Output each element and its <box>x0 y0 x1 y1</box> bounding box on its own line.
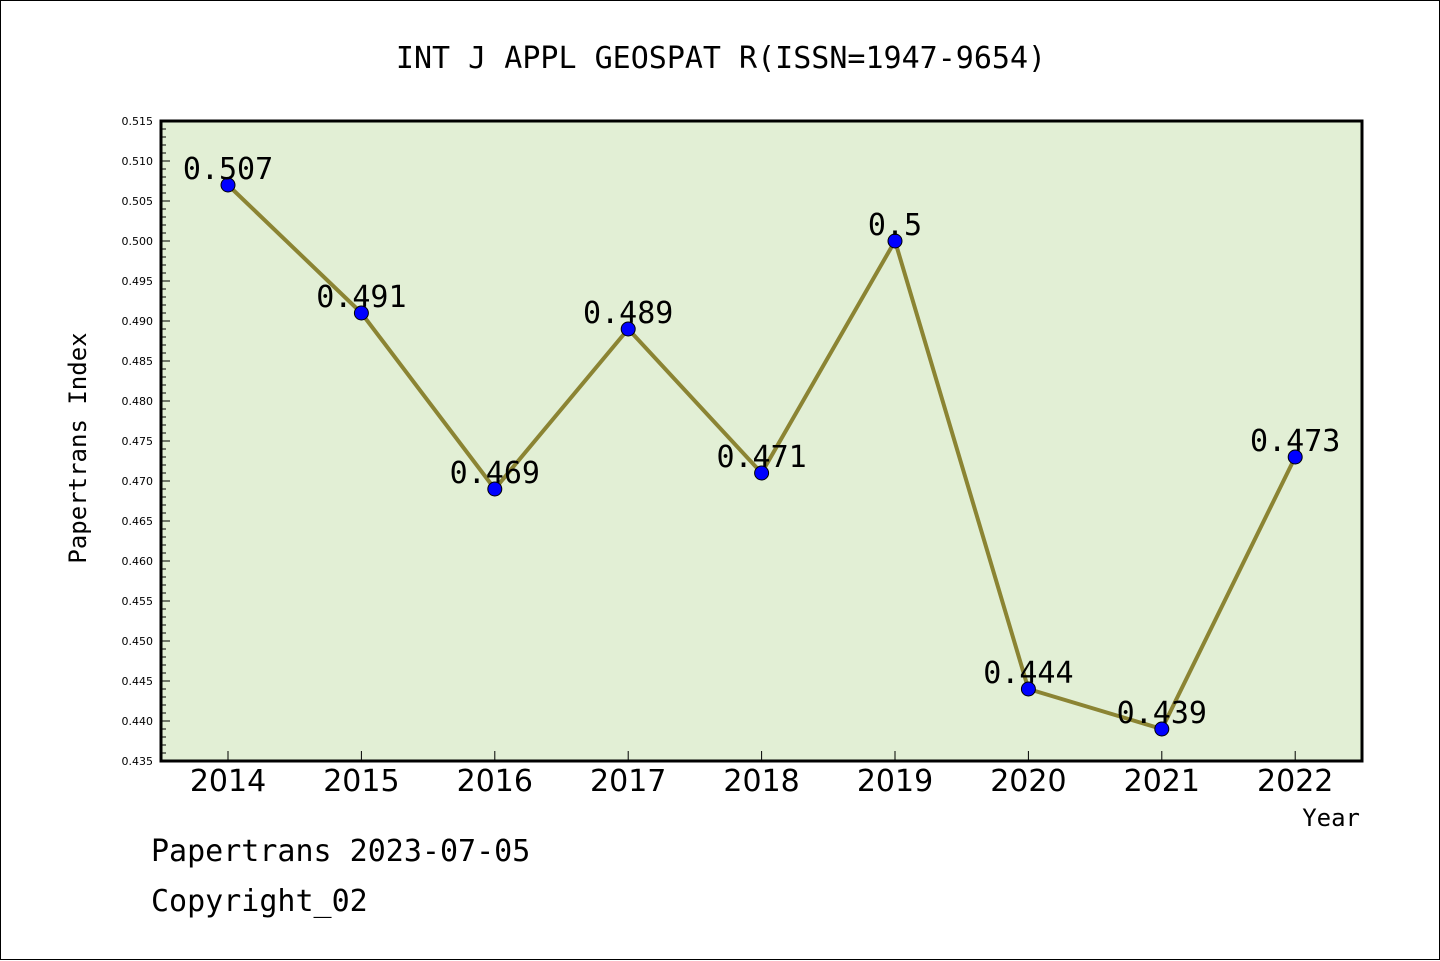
y-tick-label: 0.455 <box>122 595 154 608</box>
data-labels: 0.507 0.491 0.469 0.489 0.471 0.5 0.444 0.439 0.… <box>183 152 1341 731</box>
y-tick-label: 0.460 <box>122 555 154 568</box>
y-tick-label: 0.510 <box>122 155 154 168</box>
data-point <box>754 465 770 481</box>
y-tick-label: 0.485 <box>122 355 154 368</box>
series-layer <box>220 177 1303 737</box>
data-point <box>220 177 236 193</box>
data-label: 0.507 <box>183 152 273 187</box>
y-tick-label: 0.470 <box>122 475 154 488</box>
y-tick-label: 0.495 <box>122 275 154 288</box>
y-tick-label: 0.450 <box>122 635 154 648</box>
data-label: 0.473 <box>1250 424 1340 459</box>
x-tick-label: 2018 <box>723 764 799 799</box>
x-tick-label: 2016 <box>457 764 533 799</box>
chart-title: INT J APPL GEOSPAT R(ISSN=1947-9654) <box>396 41 1046 76</box>
y-axis: 0.435 0.440 0.445 0.450 0.455 0.460 0.465 0.470… <box>122 115 170 768</box>
x-tick-label: 2014 <box>190 764 266 799</box>
data-label: 0.444 <box>983 656 1073 691</box>
y-axis-title: Papertrans Index <box>64 332 92 563</box>
data-label: 0.491 <box>316 280 406 315</box>
data-point <box>353 305 369 321</box>
y-tick-label: 0.465 <box>122 515 154 528</box>
x-tick-label: 2022 <box>1257 764 1333 799</box>
x-tick-label: 2021 <box>1124 764 1200 799</box>
data-label: 0.469 <box>450 456 540 491</box>
y-tick-label: 0.505 <box>122 195 154 208</box>
x-tick-label: 2015 <box>323 764 399 799</box>
y-tick-label: 0.500 <box>122 235 154 248</box>
plot-area <box>161 121 1362 761</box>
data-label: 0.471 <box>716 440 806 475</box>
x-tick-label: 2017 <box>590 764 666 799</box>
footer-date: Papertrans 2023-07-05 <box>151 834 531 869</box>
data-point <box>487 481 503 497</box>
footer-copyright: Copyright_02 <box>151 884 368 919</box>
y-tick-label: 0.490 <box>122 315 154 328</box>
x-axis-title: Year <box>1302 804 1360 832</box>
y-tick-label: 0.445 <box>122 675 154 688</box>
data-point <box>1287 449 1303 465</box>
x-tick-label: 2020 <box>990 764 1066 799</box>
data-point <box>887 233 903 249</box>
data-label: 0.489 <box>583 296 673 331</box>
y-tick-label: 0.440 <box>122 715 154 728</box>
y-tick-label: 0.435 <box>122 755 154 768</box>
x-axis: 2014 2015 2016 2017 2018 2019 2020 2021 2022 <box>190 751 1333 799</box>
data-label: 0.439 <box>1117 696 1207 731</box>
data-point <box>1020 681 1036 697</box>
y-tick-label: 0.515 <box>122 115 154 128</box>
plot-border <box>159 119 1364 763</box>
data-point <box>620 321 636 337</box>
data-point <box>1154 721 1170 737</box>
y-tick-label: 0.480 <box>122 395 154 408</box>
y-tick-label: 0.475 <box>122 435 154 448</box>
data-label: 0.5 <box>868 208 922 243</box>
x-tick-label: 2019 <box>857 764 933 799</box>
